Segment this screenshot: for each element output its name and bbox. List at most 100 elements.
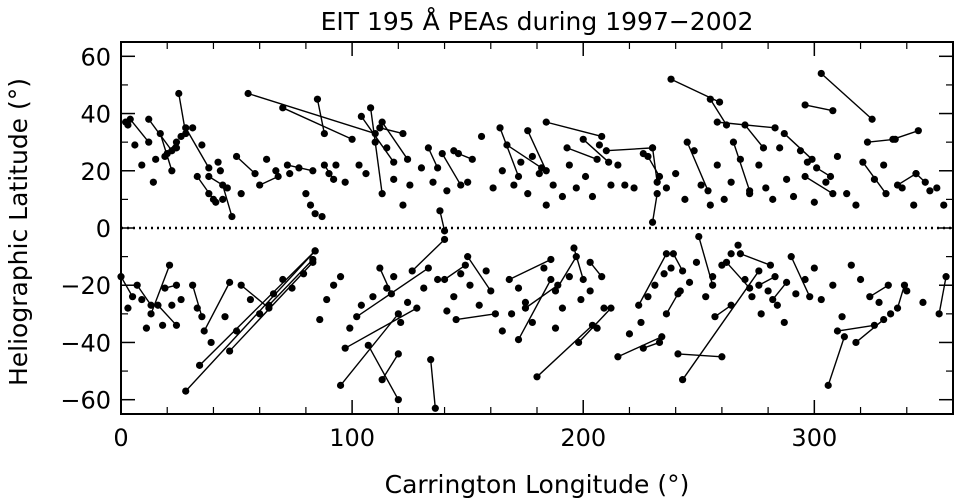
- pea-point: [755, 267, 763, 275]
- pea-point: [440, 235, 449, 244]
- pea-point: [168, 167, 176, 175]
- pea-point: [748, 293, 756, 301]
- pea-point: [736, 155, 744, 163]
- pea-point: [796, 147, 805, 155]
- pea-point: [269, 290, 278, 298]
- pea-point: [357, 301, 365, 309]
- pea-point: [279, 104, 287, 112]
- pea-point: [577, 295, 585, 304]
- x-tick-label: 300: [791, 424, 837, 452]
- pea-track-line: [185, 250, 316, 392]
- pea-point: [672, 170, 680, 178]
- pea-point: [653, 178, 661, 186]
- pea-point: [829, 107, 837, 115]
- pea-point: [662, 310, 671, 318]
- pea-point: [507, 310, 516, 318]
- pea-point: [875, 298, 883, 306]
- pea-point: [369, 293, 377, 301]
- pea-point: [813, 164, 821, 172]
- pea-point: [524, 127, 532, 135]
- pea-point: [477, 132, 486, 141]
- pea-point: [704, 187, 712, 195]
- pea-point: [498, 327, 506, 335]
- pea-point: [514, 336, 523, 344]
- pea-point: [651, 281, 659, 289]
- pea-point: [887, 310, 895, 318]
- pea-point: [165, 261, 174, 269]
- pea-point: [145, 138, 153, 146]
- pea-point: [621, 181, 629, 189]
- pea-point: [598, 132, 606, 141]
- pea-point: [598, 273, 606, 281]
- pea-point: [390, 158, 398, 166]
- y-tick-label: 0: [96, 215, 111, 243]
- pea-point: [540, 264, 548, 272]
- pea-point: [378, 190, 386, 198]
- pea-point: [746, 190, 754, 198]
- pea-track-line: [369, 107, 383, 194]
- pea-point: [503, 141, 511, 149]
- pea-point: [824, 381, 832, 389]
- pea-track-line: [499, 127, 520, 177]
- pea-track-line: [222, 184, 233, 217]
- pea-point: [783, 175, 791, 183]
- pea-point: [406, 181, 414, 189]
- pea-point: [394, 396, 402, 404]
- pea-point: [662, 184, 671, 192]
- pea-point: [859, 158, 867, 166]
- pea-point: [309, 167, 317, 175]
- pea-point: [394, 350, 402, 358]
- pea-point: [889, 135, 897, 143]
- pea-track-line: [191, 285, 203, 317]
- pea-point: [586, 287, 594, 295]
- pea-point: [376, 264, 384, 272]
- pea-point: [424, 264, 432, 272]
- pea-track-line: [157, 304, 177, 326]
- pea-track-line: [429, 359, 437, 409]
- pea-point: [521, 304, 530, 312]
- pea-point: [159, 321, 167, 329]
- pea-point: [193, 304, 201, 312]
- chart-title: EIT 195 Å PEAs during 1997−2002: [321, 7, 754, 36]
- pea-point: [434, 275, 442, 284]
- pea-point: [390, 273, 398, 281]
- pea-point: [741, 121, 749, 129]
- pea-point: [226, 278, 234, 286]
- pea-point: [607, 181, 615, 189]
- pea-track-line: [316, 99, 326, 134]
- pea-point: [727, 250, 735, 258]
- pea-point: [605, 158, 613, 166]
- pea-point: [572, 184, 580, 192]
- pea-track-line: [665, 293, 679, 315]
- pea-point: [279, 275, 287, 284]
- pea-point: [690, 147, 698, 155]
- pea-point: [232, 152, 241, 161]
- pea-point: [482, 267, 490, 275]
- pea-point: [256, 310, 264, 318]
- pea-point: [408, 267, 416, 275]
- pea-point: [926, 187, 934, 195]
- pea-point: [863, 138, 872, 146]
- pea-point: [681, 195, 689, 203]
- pea-point: [579, 275, 587, 284]
- pea-track-line: [536, 324, 593, 378]
- pea-point: [246, 295, 255, 304]
- pea-point: [780, 318, 788, 327]
- pea-point: [667, 75, 675, 83]
- pea-track-line: [240, 284, 270, 309]
- pea-point: [581, 172, 590, 181]
- pea-point: [417, 164, 426, 172]
- pea-point: [679, 376, 687, 384]
- pea-point: [801, 172, 809, 181]
- pea-point: [318, 212, 326, 221]
- pea-point: [348, 135, 356, 143]
- pea-point: [801, 275, 809, 284]
- pea-point: [593, 155, 601, 163]
- x-tick-label: 200: [560, 424, 606, 452]
- pea-point: [450, 293, 458, 301]
- pea-point: [542, 118, 550, 126]
- pea-point: [829, 190, 837, 198]
- pea-point: [221, 313, 229, 321]
- pea-point: [692, 258, 701, 266]
